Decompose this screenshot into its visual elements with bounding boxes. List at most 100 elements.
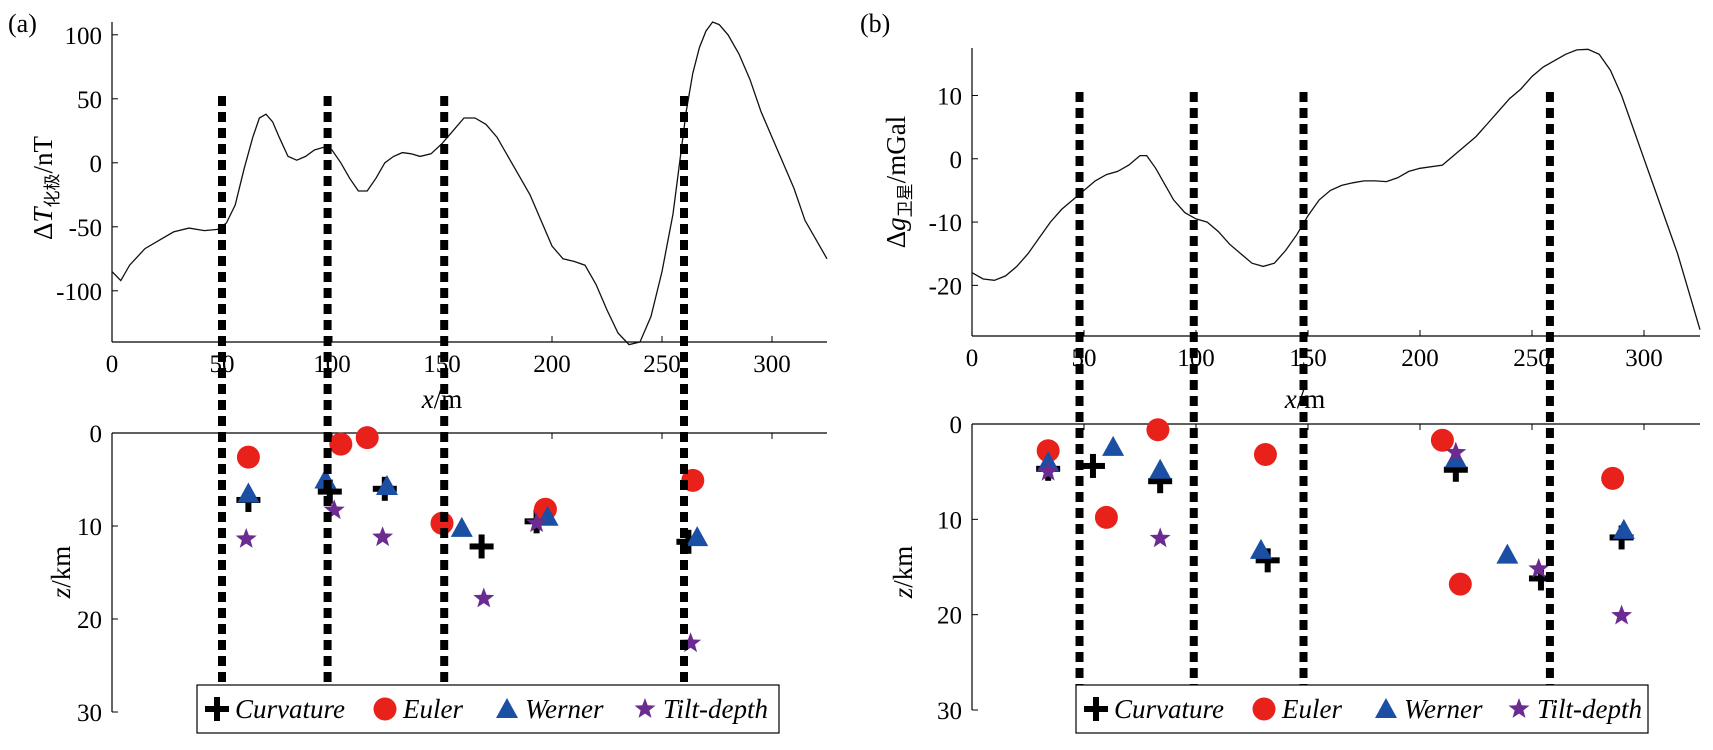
euler-point bbox=[236, 445, 260, 469]
legend-marker-euler bbox=[373, 697, 397, 721]
y-tick-label: -50 bbox=[69, 215, 102, 242]
legend-marker-curvature-v bbox=[214, 697, 220, 721]
euler-point bbox=[1036, 439, 1060, 463]
y-axis-label-sub: 化极 bbox=[43, 174, 63, 208]
legend-label-tilt-depth: Tilt-depth bbox=[1537, 694, 1642, 724]
x-tick-label: 0 bbox=[966, 345, 979, 372]
euler-point bbox=[1601, 466, 1625, 490]
curvature-point-v bbox=[1537, 566, 1544, 591]
euler-point bbox=[1253, 443, 1277, 467]
profile-line bbox=[971, 48, 1701, 330]
curvature-point-v bbox=[685, 529, 692, 554]
z-axis-label-var: z bbox=[888, 587, 918, 599]
z-axis-label-var: z bbox=[46, 587, 76, 599]
x-tick-label: 250 bbox=[643, 351, 681, 378]
werner-point bbox=[450, 516, 473, 537]
tilt-depth-point bbox=[1611, 604, 1633, 625]
depth-plot: 0 10 20 30 z/km bbox=[46, 421, 827, 727]
curvature-point-v bbox=[1089, 453, 1096, 478]
z-tick-label: 10 bbox=[937, 507, 962, 534]
y-axis-label-var: T bbox=[28, 206, 58, 223]
z-tick-label: 20 bbox=[77, 607, 102, 634]
tilt-depth-point bbox=[235, 528, 257, 548]
z-tick-label: 30 bbox=[77, 700, 102, 727]
legend-box bbox=[1075, 684, 1649, 734]
euler-point bbox=[1146, 418, 1170, 442]
series-euler bbox=[1036, 418, 1625, 596]
legend-label-curvature: Curvature bbox=[1114, 694, 1224, 724]
x-axis-label-var: x bbox=[1284, 384, 1297, 414]
x-tick-label: 150 bbox=[1289, 345, 1327, 372]
legend-label-tilt-depth: Tilt-depth bbox=[663, 694, 768, 724]
x-tick-label: 300 bbox=[753, 351, 791, 378]
z-axis-label: z/km bbox=[46, 546, 76, 600]
y-axis-label-delta: Δ bbox=[881, 231, 911, 248]
werner-point bbox=[237, 482, 260, 503]
legend-box bbox=[196, 684, 780, 734]
series-euler bbox=[236, 426, 705, 535]
legend-label-euler: Euler bbox=[1281, 694, 1342, 724]
z-axis-label-unit: /km bbox=[46, 546, 76, 588]
curvature-point-v bbox=[478, 534, 485, 559]
werner-point bbox=[1612, 518, 1635, 539]
series-curvature bbox=[236, 476, 701, 559]
tilt-depth-point bbox=[1037, 460, 1059, 481]
euler-point bbox=[1430, 428, 1454, 452]
legend: Curvature Euler Werner Tilt-depth bbox=[1075, 684, 1649, 734]
y-axis-label-var: g bbox=[881, 217, 911, 231]
y-axis-label-unit: /nT bbox=[28, 136, 58, 174]
y-axis-label: ΔT化极/nT bbox=[28, 136, 63, 240]
werner-point bbox=[686, 526, 709, 547]
curvature-point-v bbox=[1157, 469, 1164, 494]
legend-label-werner: Werner bbox=[1404, 694, 1483, 724]
panel-label: (b) bbox=[860, 9, 890, 38]
legend: Curvature Euler Werner Tilt-depth bbox=[196, 684, 780, 734]
profile-line bbox=[111, 21, 828, 346]
tilt-depth-point bbox=[1149, 527, 1171, 548]
y-tick-label: 10 bbox=[937, 83, 962, 110]
series-tilt-depth bbox=[235, 499, 702, 653]
z-tick-label: 30 bbox=[937, 698, 962, 725]
y-tick-label: -10 bbox=[929, 210, 962, 237]
x-tick-label: 250 bbox=[1513, 345, 1551, 372]
x-tick-label: 300 bbox=[1625, 345, 1663, 372]
z-tick-label: 0 bbox=[90, 421, 103, 448]
werner-point bbox=[1444, 447, 1467, 468]
werner-point bbox=[1249, 538, 1272, 559]
curvature-point-v bbox=[1264, 548, 1271, 573]
legend-marker-tilt-depth bbox=[634, 698, 656, 718]
z-axis-label: z/km bbox=[888, 546, 918, 600]
x-axis-label-var: x bbox=[421, 384, 434, 414]
werner-point bbox=[1102, 435, 1125, 456]
y-tick-label: 0 bbox=[950, 147, 963, 174]
y-tick-label: -20 bbox=[929, 273, 962, 300]
y-tick-label: 100 bbox=[65, 23, 103, 50]
tilt-depth-point bbox=[323, 499, 345, 520]
tilt-depth-point bbox=[473, 587, 495, 608]
legend-label-werner: Werner bbox=[525, 694, 604, 724]
z-axis-label-unit: /km bbox=[888, 546, 918, 588]
curvature-point-v bbox=[1452, 457, 1459, 482]
depth-plot: 0 10 20 30 z/km bbox=[888, 412, 1700, 725]
series-werner bbox=[237, 468, 709, 547]
panel-b: (b)100-10-200 50 100 150 200 250 300Δg卫星/mGalx… bbox=[860, 9, 1701, 734]
curvature-point-v bbox=[326, 479, 333, 504]
werner-point bbox=[376, 475, 398, 496]
x-tick-label: 50 bbox=[1072, 345, 1097, 372]
werner-point bbox=[1496, 543, 1519, 564]
tilt-depth-point bbox=[526, 512, 548, 533]
legend-label-euler: Euler bbox=[402, 694, 463, 724]
y-tick-label: 50 bbox=[77, 87, 102, 114]
y-tick-label: -100 bbox=[56, 279, 102, 306]
x-tick-label: 200 bbox=[533, 351, 571, 378]
tilt-depth-point bbox=[372, 526, 394, 547]
tilt-depth-point bbox=[1445, 441, 1467, 462]
y-tick-label: 0 bbox=[90, 151, 103, 178]
z-tick-label: 0 bbox=[950, 412, 963, 439]
x-tick-label: 0 bbox=[106, 351, 119, 378]
y-axis-label-unit: /mGal bbox=[881, 116, 911, 184]
legend-marker-euler bbox=[1252, 697, 1276, 721]
